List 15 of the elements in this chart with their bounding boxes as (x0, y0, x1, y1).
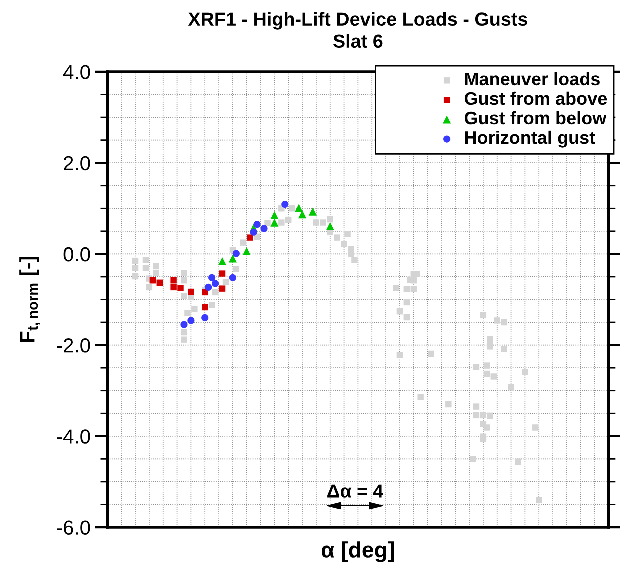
y-tick-label: -6.0 (57, 520, 90, 535)
annotation: Δα = 4 (328, 484, 384, 498)
y-tick-label: -2.0 (57, 338, 90, 353)
y-tick-label: 4.0 (64, 65, 90, 80)
y-tick-label: 2.0 (64, 156, 90, 171)
legend-label: Gust from above (464, 92, 608, 106)
x-axis-title: α [deg] (322, 542, 394, 562)
y-axis-title: F$_{t,norm}$ [-] (20, 256, 40, 342)
legend-label: Maneuver loads (465, 72, 600, 86)
chart-subtitle: Slat 6 (334, 34, 383, 48)
y-tick-label: -4.0 (57, 430, 90, 444)
legend-label: Horizontal gust (465, 130, 596, 148)
y-tick-label: 0.0 (64, 247, 90, 262)
legend-label: Gust from below (464, 111, 607, 125)
chart-title: XRF1 - High-Lift Device Loads - Gusts (188, 12, 528, 30)
